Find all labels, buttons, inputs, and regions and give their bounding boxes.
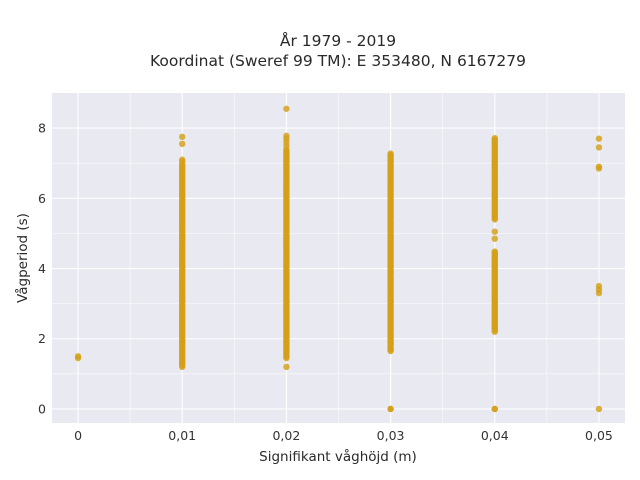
- data-point: [595, 135, 603, 142]
- data-point: [387, 405, 394, 413]
- y-tick-label: 2: [38, 331, 46, 346]
- data-point: [595, 144, 603, 151]
- chart-title-line-1: År 1979 - 2019: [280, 31, 396, 50]
- data-point: [491, 405, 498, 413]
- data-point: [283, 363, 290, 371]
- x-tick-label: 0,05: [585, 428, 613, 443]
- y-tick-label: 0: [38, 401, 46, 416]
- data-point: [283, 105, 290, 112]
- chart-title-line-2: Koordinat (Sweref 99 TM): E 353480, N 61…: [150, 52, 526, 70]
- x-tick-labels: 0 0,01 0,02 0,03 0,04 0,05: [74, 428, 613, 443]
- x-tick-label: 0,03: [377, 428, 405, 443]
- data-point: [595, 282, 603, 290]
- data-point: [595, 163, 603, 170]
- data-point: [74, 353, 82, 360]
- data-point: [491, 228, 498, 235]
- y-axis-title: Vågperiod (s): [14, 213, 31, 303]
- data-point: [491, 134, 498, 142]
- data-point: [595, 405, 603, 413]
- data-point: [387, 150, 394, 157]
- y-tick-label: 4: [38, 261, 46, 276]
- data-point: [283, 132, 290, 140]
- data-point: [491, 248, 498, 255]
- y-tick-labels: 0 2 4 6 8: [38, 121, 46, 417]
- data-point: [179, 133, 186, 141]
- x-tick-label: 0,02: [272, 428, 300, 443]
- data-points: [74, 105, 603, 413]
- y-tick-label: 6: [38, 191, 46, 206]
- y-tick-label: 8: [38, 121, 46, 136]
- grid: [52, 93, 625, 423]
- data-point: [179, 140, 186, 148]
- x-tick-label: 0,04: [481, 428, 509, 443]
- data-point: [179, 156, 186, 163]
- data-point: [491, 235, 498, 242]
- data-point: [491, 328, 498, 335]
- x-axis-title: Signifikant våghöjd (m): [259, 448, 417, 465]
- x-tick-label: 0,01: [168, 428, 196, 443]
- x-tick-label: 0: [74, 428, 82, 443]
